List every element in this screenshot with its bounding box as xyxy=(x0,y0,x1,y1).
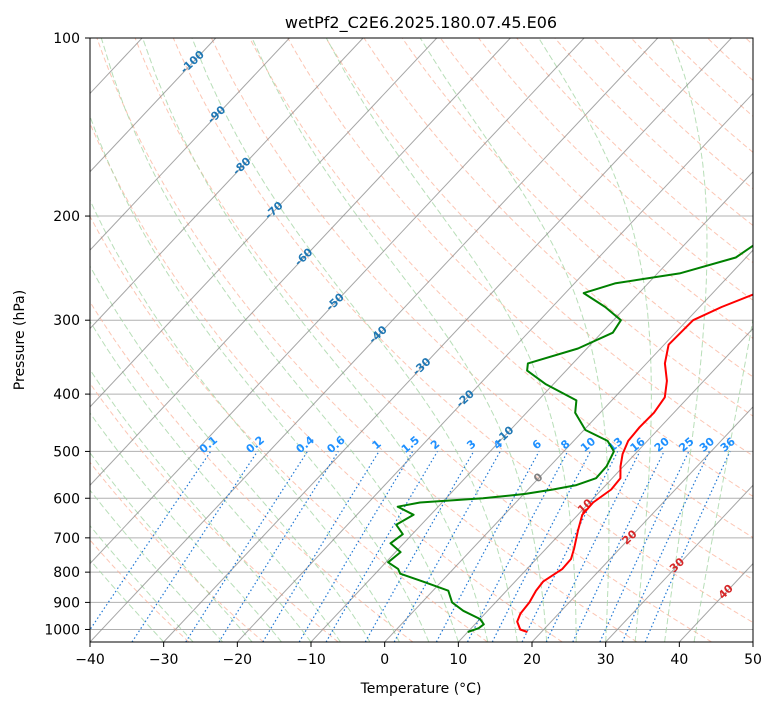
isotherm-line xyxy=(90,38,585,565)
moist-adiabat xyxy=(538,38,652,642)
y-tick-label: 500 xyxy=(53,444,80,460)
y-tick-label: 900 xyxy=(53,595,80,611)
x-tick-label: 40 xyxy=(670,652,688,668)
mixing-ratio-line xyxy=(325,451,439,642)
mixing-ratio-line xyxy=(545,451,641,642)
dry-adiabat xyxy=(172,38,753,624)
mixing-ratio-line xyxy=(521,451,619,642)
x-tick-label: −10 xyxy=(296,652,326,668)
isotherm-line xyxy=(90,38,364,330)
moist-adiabat xyxy=(251,38,548,642)
dry-adiabat xyxy=(90,461,264,642)
isotherm-line xyxy=(163,38,732,642)
mixing-ratio-line xyxy=(364,451,475,642)
moist-adiabat xyxy=(90,559,165,642)
isotherm-line xyxy=(531,406,753,642)
y-tick-label: 400 xyxy=(53,387,80,403)
mixing-ratio-line xyxy=(621,451,710,642)
dry-adiabat xyxy=(249,38,753,539)
x-tick-label: 30 xyxy=(597,652,615,668)
moist-adiabat xyxy=(664,38,708,642)
x-tick-label: 10 xyxy=(449,652,467,668)
moist-adiabat xyxy=(90,368,312,642)
moist-adiabat xyxy=(142,38,489,642)
temperature-profile-line xyxy=(516,293,753,633)
dry-adiabat xyxy=(401,38,753,378)
moist-adiabat xyxy=(693,316,753,642)
dry-adiabat xyxy=(134,38,712,642)
isotherm-line xyxy=(605,484,753,642)
dewpoint-profile-line xyxy=(387,244,753,633)
x-axis-label: Temperature (°C) xyxy=(360,681,482,697)
moist-adiabat xyxy=(100,38,459,642)
isotherm-line xyxy=(90,38,438,408)
x-tick-label: 50 xyxy=(744,652,762,668)
chart-title: wetPf2_C2E6.2025.180.07.45.E06 xyxy=(285,13,557,33)
moist-adiabat xyxy=(90,115,430,642)
isotherm-line xyxy=(236,92,753,642)
dry-adiabat xyxy=(363,38,753,417)
moist-adiabat xyxy=(90,198,400,642)
dry-adiabat xyxy=(210,38,753,581)
moist-adiabat xyxy=(90,524,194,642)
mixing-ratio-line xyxy=(572,451,665,642)
plot-frame xyxy=(89,37,754,643)
y-tick-label: 200 xyxy=(53,209,80,225)
mixing-ratio-line xyxy=(599,451,690,642)
isotherm-line xyxy=(90,38,511,486)
x-tick-label: −40 xyxy=(75,652,105,668)
dry-adiabat xyxy=(592,38,753,190)
x-tick-label: 0 xyxy=(380,652,389,668)
dry-adiabat xyxy=(439,38,753,339)
moist-adiabat xyxy=(90,265,371,642)
mixing-ratio-line xyxy=(185,451,309,642)
isotherm-line xyxy=(457,327,753,642)
y-tick-label: 600 xyxy=(53,491,80,507)
x-tick-label: −20 xyxy=(223,652,253,668)
y-tick-label: 800 xyxy=(53,565,80,581)
moist-adiabat xyxy=(419,38,610,642)
dry-adiabat xyxy=(287,38,753,497)
moist-adiabat xyxy=(90,489,223,642)
dry-adiabat xyxy=(516,38,753,264)
moist-adiabat xyxy=(90,412,282,642)
dry-adiabat xyxy=(96,38,638,642)
mixing-ratio-line xyxy=(393,451,501,642)
y-tick-label: 100 xyxy=(53,31,80,47)
dry-adiabat xyxy=(90,122,563,642)
mixing-ratio-line xyxy=(298,451,414,642)
mixing-ratio-line xyxy=(435,451,540,642)
isotherm-line xyxy=(384,249,753,642)
y-tick-label: 1000 xyxy=(44,622,80,638)
x-tick-label: 20 xyxy=(523,652,541,668)
dry-adiabat xyxy=(90,539,190,642)
y-tick-label: 700 xyxy=(53,531,80,547)
isotherm-line xyxy=(90,38,290,251)
y-tick-label: 300 xyxy=(53,313,80,329)
isotherm-line xyxy=(90,38,659,642)
moist-adiabat xyxy=(90,320,341,642)
mixing-ratio-line xyxy=(218,451,339,642)
moist-adiabat xyxy=(90,452,253,642)
dry-adiabat xyxy=(90,300,414,642)
x-tick-label: −30 xyxy=(149,652,179,668)
moist-adiabat xyxy=(191,38,518,642)
y-axis-label: Pressure (hPa) xyxy=(12,290,28,390)
mixing-ratio-line xyxy=(262,451,380,642)
axis-ticks: −40 −30 −20 −10 0 10 20 30 40 50 100 200 300 400 500 60… xyxy=(44,31,762,668)
isotherm-line xyxy=(90,38,217,173)
